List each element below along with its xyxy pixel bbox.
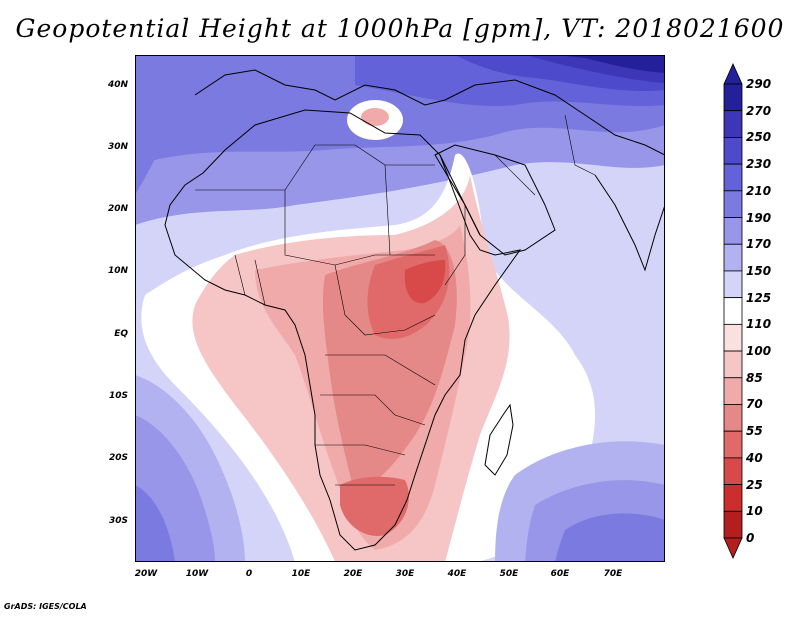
color-legend bbox=[723, 63, 743, 559]
border-line bbox=[564, 114, 596, 176]
country-borders bbox=[195, 114, 596, 486]
grads-credit: GrADS: IGES/COLA bbox=[4, 602, 87, 611]
contour-med-low-100 bbox=[361, 108, 389, 126]
legend-label: 110 bbox=[746, 317, 772, 332]
map-title: Geopotential Height at 1000hPa [gpm], VT… bbox=[15, 14, 785, 43]
legend-label: 25 bbox=[746, 477, 763, 492]
border-line bbox=[234, 254, 246, 296]
legend-swatch bbox=[723, 377, 743, 405]
legend-label: 85 bbox=[746, 370, 763, 385]
legend-label: 270 bbox=[746, 103, 772, 118]
legend-label: 40 bbox=[746, 450, 763, 465]
legend-label: 230 bbox=[746, 157, 772, 172]
contour-west-210 bbox=[135, 55, 195, 195]
border-line bbox=[325, 354, 436, 386]
y-tick-label: 20N bbox=[107, 204, 128, 214]
y-tick-label: 10S bbox=[108, 391, 128, 401]
y-tick-label: 10N bbox=[107, 266, 128, 276]
india-coastline bbox=[594, 174, 665, 272]
legend-arrow-bottom bbox=[723, 537, 743, 559]
border-line bbox=[494, 154, 536, 196]
border-line bbox=[315, 444, 406, 456]
x-tick-label: 20W bbox=[134, 569, 158, 579]
y-tick-label: 30S bbox=[108, 516, 128, 526]
x-tick-label: 0 bbox=[245, 569, 253, 579]
legend-label: 170 bbox=[746, 237, 772, 252]
legend-label: 100 bbox=[746, 344, 772, 359]
legend-label: 290 bbox=[746, 77, 772, 91]
border-line bbox=[320, 394, 426, 426]
x-tick-label: 20E bbox=[343, 569, 363, 579]
y-tick-label: 20S bbox=[108, 453, 128, 463]
contour-atlantic-190 bbox=[135, 485, 175, 562]
contour-indian-190 bbox=[555, 513, 665, 562]
legend-swatch bbox=[723, 510, 743, 539]
madagascar-coastline bbox=[484, 403, 514, 476]
africa-coastline bbox=[164, 109, 522, 551]
legend-swatch bbox=[723, 110, 743, 138]
legend-label: 190 bbox=[746, 210, 772, 225]
legend-swatch bbox=[723, 217, 743, 245]
legend-swatch bbox=[723, 350, 743, 379]
x-tick-label: 60E bbox=[550, 569, 570, 579]
contour-north-290 bbox=[555, 55, 665, 73]
legend-swatch bbox=[723, 243, 743, 272]
legend-arrow-top bbox=[723, 63, 743, 85]
border-line bbox=[284, 144, 435, 191]
legend-label: 10 bbox=[746, 504, 763, 519]
legend-swatch bbox=[723, 484, 743, 512]
legend-swatch bbox=[723, 430, 743, 459]
x-tick-label: 70E bbox=[603, 569, 623, 579]
legend-swatch bbox=[723, 163, 743, 192]
legend-label: 70 bbox=[746, 397, 763, 412]
legend-swatch bbox=[723, 457, 743, 485]
contour-africa-40 bbox=[404, 260, 446, 304]
legend-label: 250 bbox=[746, 130, 772, 145]
map-frame bbox=[135, 55, 665, 562]
x-tick-label: 10E bbox=[291, 569, 311, 579]
x-tick-label: 10W bbox=[185, 569, 209, 579]
border-line bbox=[334, 264, 436, 336]
europe-coastline bbox=[194, 69, 665, 156]
y-tick-label: 30N bbox=[107, 142, 128, 152]
border-line bbox=[195, 189, 435, 266]
legend-swatch bbox=[723, 323, 743, 352]
legend-label: 150 bbox=[746, 263, 772, 278]
x-tick-label: 40E bbox=[447, 569, 467, 579]
y-tick-label: EQ bbox=[114, 329, 128, 339]
contour-south-55 bbox=[340, 476, 409, 536]
border-line bbox=[254, 259, 266, 306]
border-line bbox=[384, 164, 391, 256]
legend-label: 0 bbox=[746, 531, 755, 545]
y-tick-label: 40N bbox=[107, 80, 128, 90]
x-tick-label: 50E bbox=[499, 569, 519, 579]
legend-label: 55 bbox=[746, 424, 763, 439]
legend-swatch bbox=[723, 270, 743, 299]
legend-swatch bbox=[723, 137, 743, 165]
map-panel bbox=[135, 55, 665, 562]
legend-label: 210 bbox=[746, 183, 772, 198]
x-tick-label: 30E bbox=[395, 569, 415, 579]
legend-label: 125 bbox=[746, 290, 772, 305]
legend-swatch bbox=[723, 190, 743, 218]
legend-swatch bbox=[723, 297, 743, 325]
legend-swatch bbox=[723, 404, 743, 432]
border-line bbox=[444, 205, 466, 286]
legend-swatch bbox=[723, 83, 743, 112]
